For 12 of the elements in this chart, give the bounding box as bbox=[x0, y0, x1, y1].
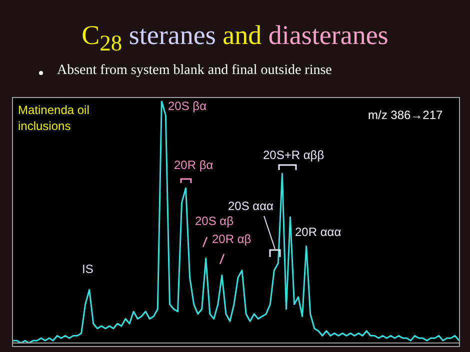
annotation: 20R αβ bbox=[212, 232, 252, 248]
annotation: 20S ααα bbox=[228, 199, 274, 215]
chart-title: C$_{28}$ steranes and diasteranes bbox=[82, 20, 388, 56]
annotation: Matinenda oil inclusions bbox=[18, 103, 90, 134]
annotation: IS bbox=[82, 262, 94, 278]
chart-subtitle: Absent from system blank and final outside rinse bbox=[57, 63, 332, 79]
annotation: m/z 386→217 bbox=[368, 108, 443, 124]
annotation: 20S αβ bbox=[195, 214, 234, 230]
annotation: 20S βα bbox=[168, 99, 207, 115]
annotation: 20S+R αββ bbox=[263, 148, 324, 164]
annotation: 20R ααα bbox=[295, 225, 342, 241]
annotation: 20R βα bbox=[174, 158, 214, 174]
